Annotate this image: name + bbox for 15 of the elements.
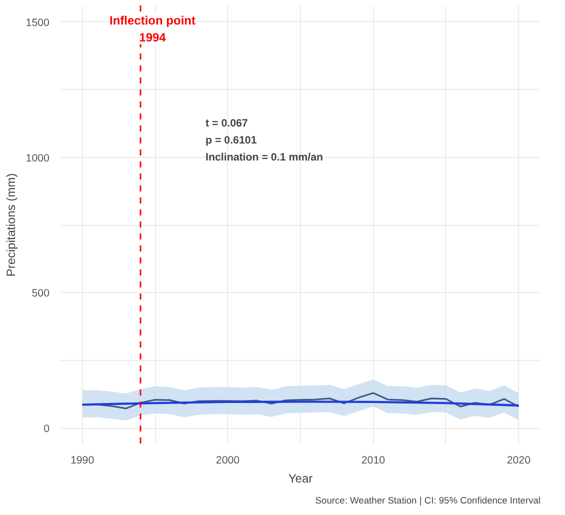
y-tick-label: 500	[32, 288, 50, 300]
y-tick-label: 1500	[26, 16, 50, 29]
x-tick-label: 2010	[361, 454, 386, 466]
y-tick-label: 1000	[26, 152, 50, 164]
ref-line-label: Inflection point 1994	[110, 14, 196, 44]
x-tick-label: 2000	[216, 454, 240, 466]
x-tick-label: 2020	[506, 454, 531, 466]
y-axis-title: Precipitations (mm)	[4, 173, 18, 277]
y-tick-label: 0	[44, 423, 50, 436]
x-axis-title: Year	[288, 472, 313, 486]
annotation: t = 0.067	[206, 118, 248, 130]
annotation: p = 0.6101	[206, 134, 257, 146]
source-note: Source: Weather Station | CI: 95% Confidence Interval	[315, 496, 541, 506]
annotation: Inclination = 0.1 mm/an	[206, 152, 324, 164]
x-tick-label: 1990	[70, 454, 94, 466]
